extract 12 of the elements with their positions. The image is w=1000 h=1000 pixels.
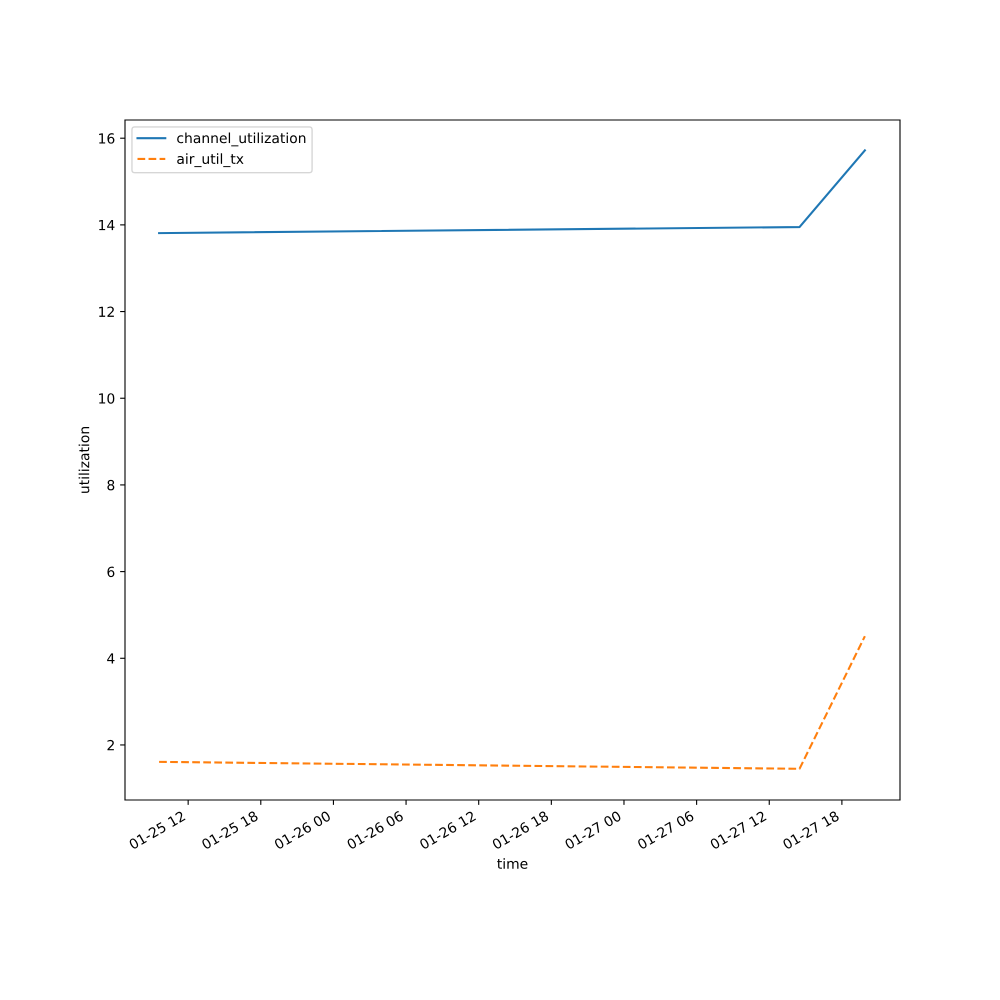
y-tick-label: 16	[99, 133, 114, 144]
y-tick-label: 14	[99, 220, 114, 230]
y-tick-label: 8	[107, 480, 114, 490]
y-tick-label: 10	[99, 393, 114, 404]
y-tick-label: 12	[99, 306, 114, 317]
legend-label: air_util_tx	[177, 153, 244, 168]
legend-label: channel_utilization	[177, 132, 306, 146]
y-axis-title: utilization	[78, 427, 90, 493]
x-axis-title: time	[497, 858, 528, 869]
y-tick-label: 4	[107, 653, 114, 664]
y-tick-label: 2	[107, 740, 114, 750]
y-tick-label: 6	[107, 566, 114, 578]
